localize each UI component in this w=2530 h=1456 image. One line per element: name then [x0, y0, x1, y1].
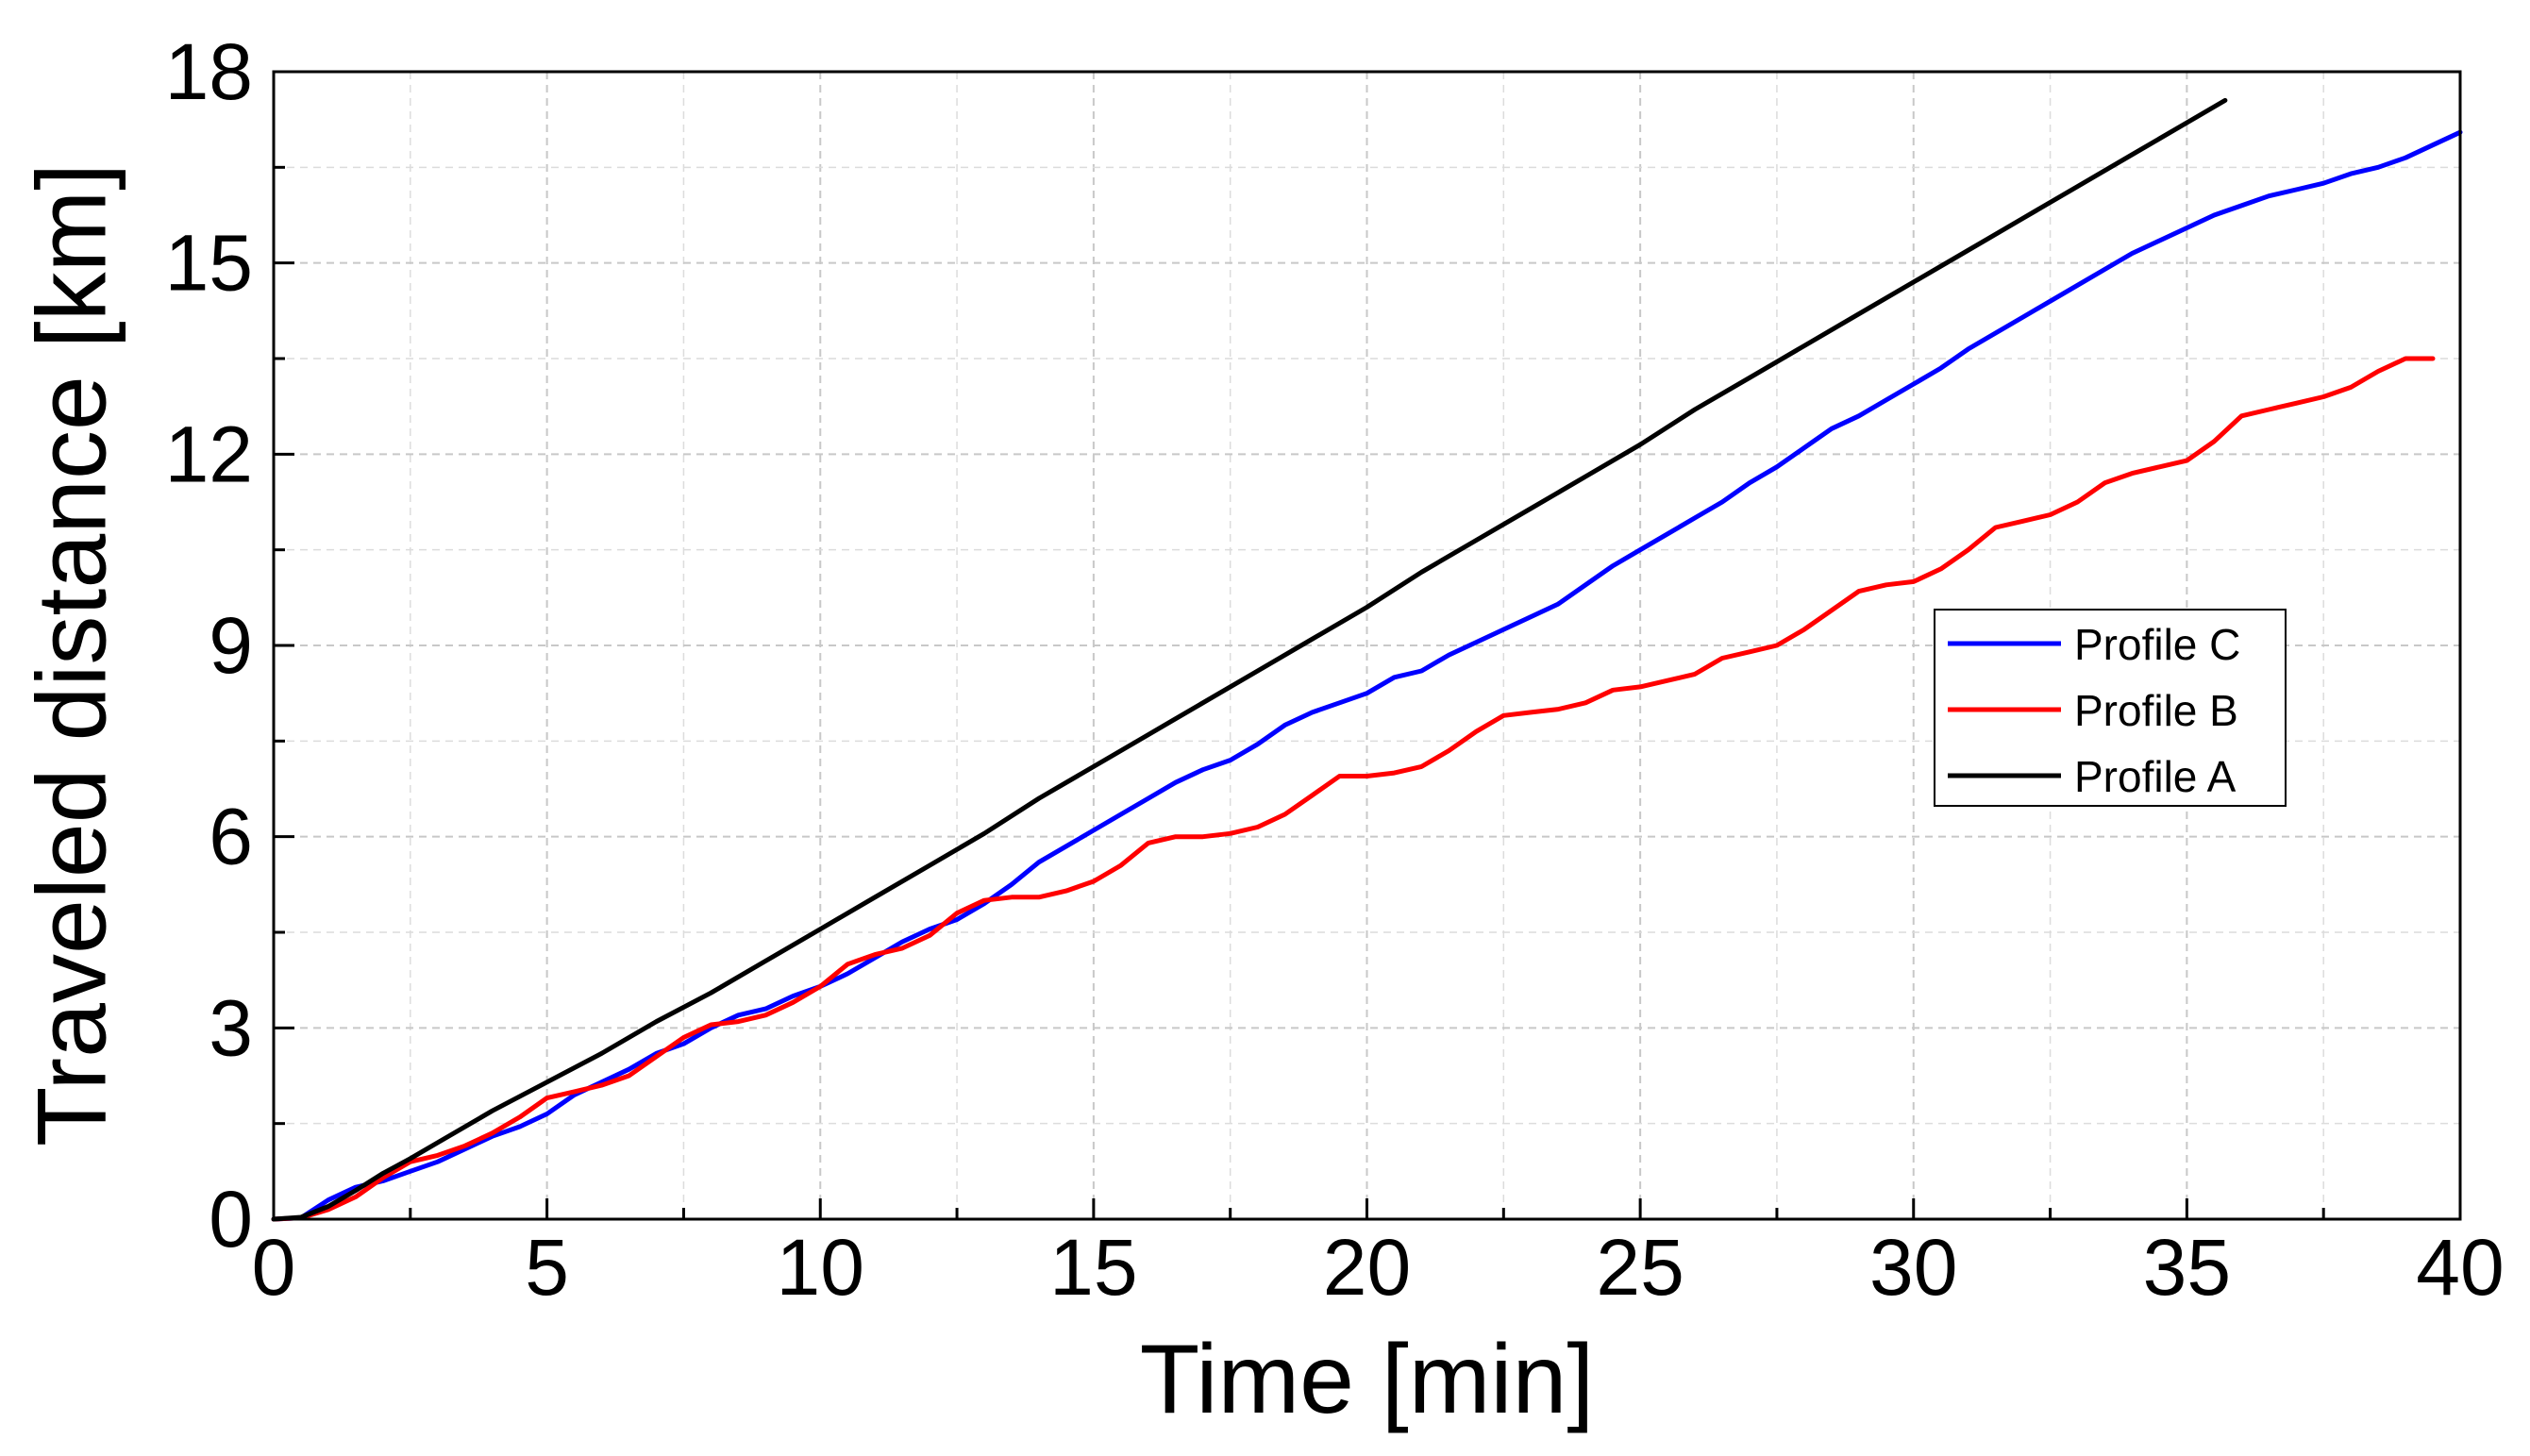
tick-labels: 0 5 10 15 20 25 30 35 40 0 3 6 9 12 15 18 [165, 27, 2505, 1312]
x-axis-title: Time [min] [1140, 1325, 1595, 1434]
x-tick-label: 35 [2143, 1223, 2231, 1312]
x-tick-label: 15 [1049, 1223, 1137, 1312]
legend-label-profile-a: Profile A [2074, 752, 2237, 801]
legend: Profile C Profile B Profile A [1934, 609, 2287, 807]
legend-label-profile-b: Profile B [2074, 686, 2238, 735]
y-tick-label: 3 [209, 983, 253, 1072]
y-axis-title: Traveled distance [km] [17, 163, 126, 1146]
grid [274, 72, 2460, 1219]
series-line-profile-b [271, 356, 2436, 1222]
y-tick-label: 12 [165, 410, 253, 498]
legend-label-profile-c: Profile C [2074, 620, 2240, 669]
y-tick-label: 15 [165, 219, 253, 308]
ticks [272, 70, 2462, 1221]
x-tick-label: 30 [1869, 1223, 1957, 1312]
y-tick-label: 6 [209, 793, 253, 881]
series-line-profile-c [271, 129, 2463, 1222]
x-tick-label: 10 [777, 1223, 864, 1312]
y-tick-label: 9 [209, 601, 253, 690]
x-tick-label: 20 [1323, 1223, 1411, 1312]
x-tick-label: 25 [1596, 1223, 1684, 1312]
x-tick-label: 0 [252, 1223, 296, 1312]
y-tick-label: 0 [209, 1175, 253, 1264]
x-tick-label: 40 [2416, 1223, 2504, 1312]
plot-lines [271, 97, 2463, 1222]
x-tick-label: 5 [525, 1223, 569, 1312]
y-tick-label: 18 [165, 27, 253, 116]
series-line-profile-a [271, 97, 2228, 1222]
